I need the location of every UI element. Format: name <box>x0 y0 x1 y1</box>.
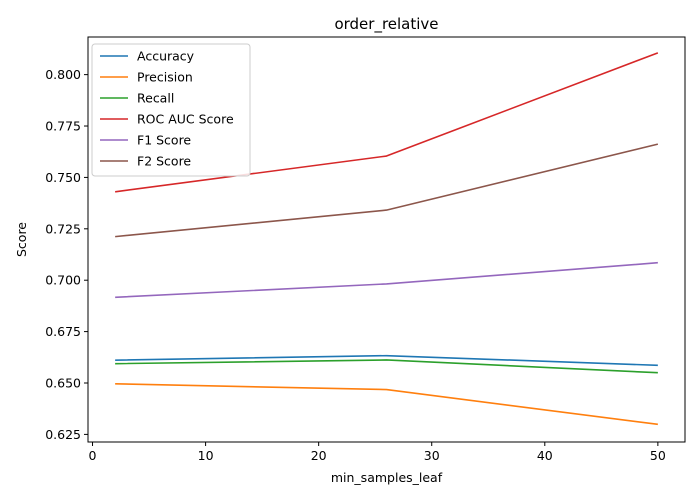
series-line-accuracy <box>115 354 658 367</box>
legend-box <box>91 43 251 177</box>
y-axis-ticks: 0.625 0.650 0.675 0.700 0.725 0.750 0.775 0.800 <box>45 67 88 442</box>
plot-frame <box>87 36 686 443</box>
series-line-f1-score <box>115 261 658 299</box>
y-tick-label: 0.800 <box>45 67 81 82</box>
series-line-f2-score <box>115 143 659 238</box>
legend-label-recall: Recall <box>137 91 174 106</box>
y-tick-label: 0.725 <box>45 221 81 236</box>
y-tick-label: 0.625 <box>45 427 81 442</box>
series-line-precision <box>115 383 658 426</box>
y-tick-label: 0.700 <box>45 273 81 288</box>
y-tick-label: 0.750 <box>45 170 81 185</box>
y-axis-title: Score <box>14 222 29 257</box>
y-tick-label: 0.650 <box>45 375 81 390</box>
x-axis-title: min_samples_leaf <box>331 470 443 485</box>
y-tick-label: 0.675 <box>45 324 81 339</box>
legend-label-accuracy: Accuracy <box>137 49 195 64</box>
legend: Accuracy Precision Recall ROC AUC Score F1 S… <box>91 43 251 177</box>
x-tick-label: 20 <box>311 448 327 463</box>
legend-label-precision: Precision <box>137 70 193 85</box>
plot-lines <box>115 52 659 426</box>
chart-title: order_relative <box>334 15 438 34</box>
x-tick-label: 40 <box>537 448 553 463</box>
legend-label-f2-score: F2 Score <box>137 154 191 169</box>
x-tick-label: 30 <box>424 448 440 463</box>
x-tick-label: 10 <box>198 448 214 463</box>
x-tick-label: 0 <box>89 448 97 463</box>
x-axis-ticks: 0 10 20 30 40 50 <box>89 442 666 463</box>
y-tick-label: 0.775 <box>45 119 81 134</box>
legend-label-roc-auc-score: ROC AUC Score <box>137 112 234 127</box>
x-tick-label: 50 <box>650 448 666 463</box>
series-line-recall <box>115 359 658 374</box>
series-line-roc-auc-score <box>115 52 659 193</box>
legend-label-f1-score: F1 Score <box>137 133 191 148</box>
